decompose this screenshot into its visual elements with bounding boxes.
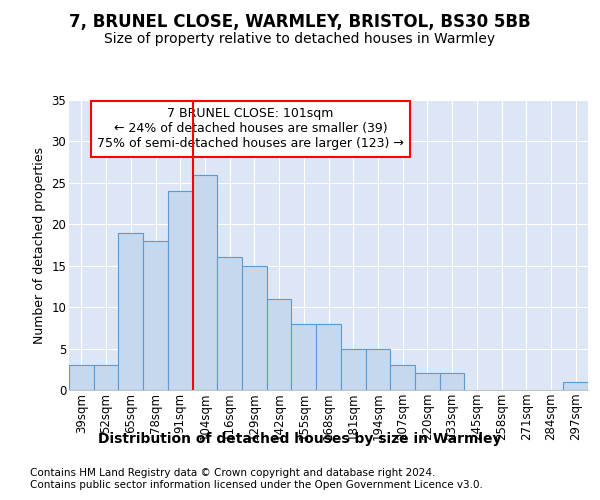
Bar	[316, 324, 341, 390]
Bar	[217, 258, 242, 390]
Bar	[292, 324, 316, 390]
Bar	[193, 174, 217, 390]
Bar	[563, 382, 588, 390]
Bar	[143, 241, 168, 390]
Text: Distribution of detached houses by size in Warmley: Distribution of detached houses by size …	[98, 432, 502, 446]
Bar	[69, 365, 94, 390]
Bar	[365, 348, 390, 390]
Bar	[267, 299, 292, 390]
Bar	[440, 374, 464, 390]
Bar	[390, 365, 415, 390]
Text: Contains HM Land Registry data © Crown copyright and database right 2024.: Contains HM Land Registry data © Crown c…	[30, 468, 436, 477]
Bar	[168, 191, 193, 390]
Bar	[118, 232, 143, 390]
Bar	[341, 348, 365, 390]
Y-axis label: Number of detached properties: Number of detached properties	[33, 146, 46, 344]
Text: Size of property relative to detached houses in Warmley: Size of property relative to detached ho…	[104, 32, 496, 46]
Bar	[242, 266, 267, 390]
Bar	[415, 374, 440, 390]
Text: Contains public sector information licensed under the Open Government Licence v3: Contains public sector information licen…	[30, 480, 483, 490]
Text: 7 BRUNEL CLOSE: 101sqm
← 24% of detached houses are smaller (39)
75% of semi-det: 7 BRUNEL CLOSE: 101sqm ← 24% of detached…	[97, 108, 404, 150]
Bar	[94, 365, 118, 390]
Text: 7, BRUNEL CLOSE, WARMLEY, BRISTOL, BS30 5BB: 7, BRUNEL CLOSE, WARMLEY, BRISTOL, BS30 …	[69, 12, 531, 30]
